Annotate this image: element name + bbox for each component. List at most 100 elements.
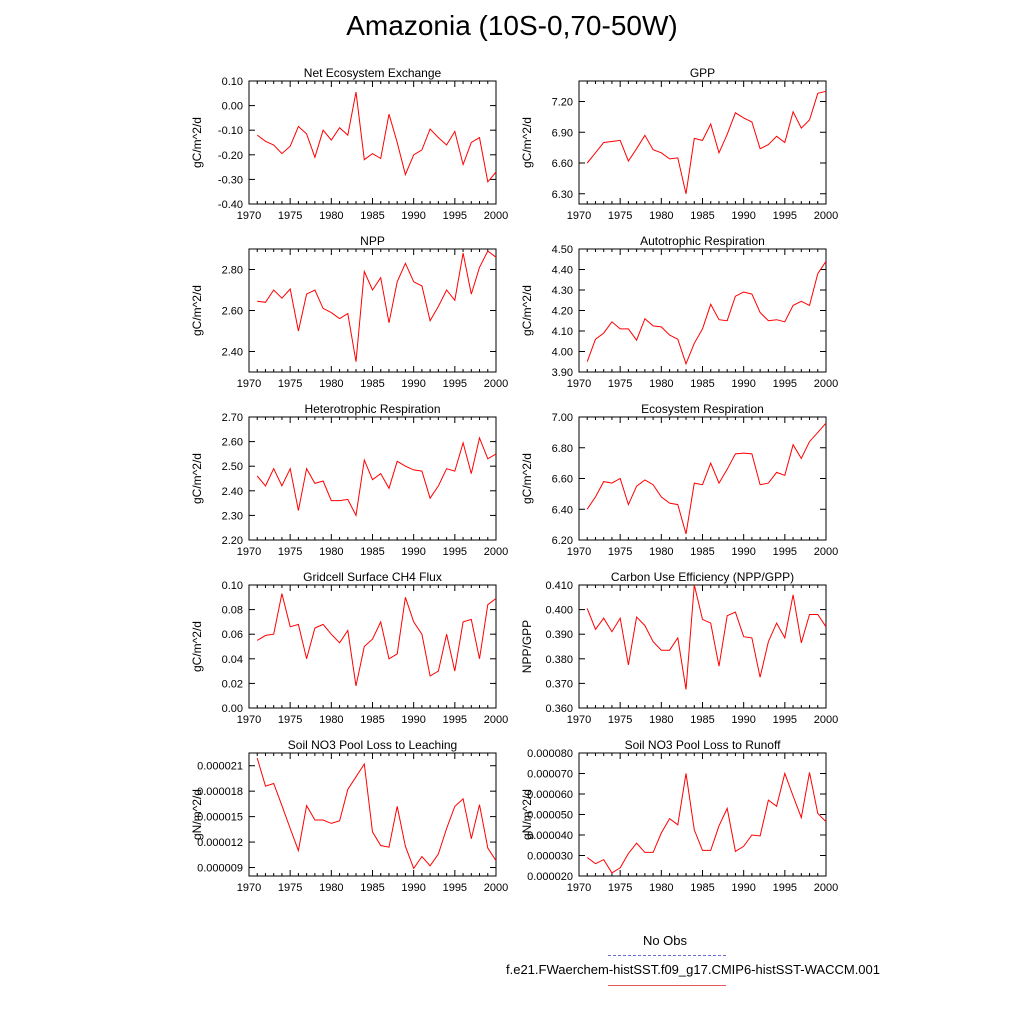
x-tick-label: 1975 [278,882,302,894]
y-axis-label: NPP/GPP [520,620,534,673]
y-tick-label: 0.00 [222,703,243,715]
x-tick-label: 1990 [401,714,425,726]
y-tick-label: 2.20 [222,535,243,547]
x-tick-label: 1995 [773,714,797,726]
y-tick-label: 7.00 [552,412,573,424]
y-tick-label: -0.40 [218,199,243,211]
y-tick-label: 4.10 [552,326,573,338]
y-tick-label: -0.20 [218,150,243,162]
x-tick-label: 1970 [567,546,591,558]
series-line [256,436,497,518]
x-tick-label: 1970 [567,378,591,390]
y-tick-label: 0.410 [545,580,573,592]
x-tick-label: 1970 [237,378,261,390]
y-tick-label: 0.000060 [527,789,573,801]
x-tick-label: 1975 [278,546,302,558]
legend-obs-swatch [608,955,726,956]
plot-frame [578,584,827,709]
x-tick-label: 2000 [814,546,838,558]
y-tick-label: 6.80 [552,443,573,455]
x-tick-label: 1975 [608,546,632,558]
x-tick-label: 1975 [278,378,302,390]
x-tick-label: 1995 [773,882,797,894]
panel-8: Carbon Use Efficiency (NPP/GPP) 0.360 0.37… [520,570,838,726]
x-tick-label: 1985 [690,546,714,558]
x-tick-label: 1985 [360,714,384,726]
x-tick-label: 1975 [278,210,302,222]
plot-frame [578,752,827,877]
y-tick-label: 0.08 [222,605,243,617]
x-tick-label: 1985 [690,714,714,726]
x-tick-label: 1970 [567,210,591,222]
y-tick-label: 2.40 [222,347,243,359]
x-tick-label: 1995 [773,546,797,558]
x-tick-label: 1995 [443,546,467,558]
series-line [586,584,827,690]
y-tick-label: 2.60 [222,437,243,449]
y-tick-label: 6.40 [552,504,573,516]
y-axis-label: gC/m^2/d [520,117,534,168]
x-tick-label: 1985 [360,378,384,390]
plot-frame [578,416,827,541]
series-line [256,593,497,687]
y-tick-label: 0.00 [222,101,243,113]
x-tick-label: 1975 [608,378,632,390]
x-tick-label: 1980 [649,378,673,390]
x-tick-label: 2000 [814,882,838,894]
x-tick-label: 2000 [814,378,838,390]
y-tick-label: 0.000030 [527,851,573,863]
y-axis-label: gN/m^2/d [190,789,204,840]
panel-9: Soil NO3 Pool Loss to Leaching 0.000009 0.… [190,738,508,894]
legend-run-swatch [608,985,726,986]
x-tick-label: 1970 [567,714,591,726]
y-tick-label: -0.10 [218,125,243,137]
y-tick-label: 2.50 [222,461,243,473]
x-tick-label: 1995 [443,378,467,390]
x-tick-label: 1995 [443,714,467,726]
plot-frame [248,752,497,877]
y-tick-label: 4.30 [552,285,573,297]
y-tick-label: 2.60 [222,306,243,318]
y-tick-label: 0.000040 [527,830,573,842]
y-tick-label: 4.20 [552,306,573,318]
panel-title: Gridcell Surface CH4 Flux [303,570,442,584]
y-tick-label: 0.04 [222,654,243,666]
x-tick-label: 1990 [731,210,755,222]
y-axis-label: gC/m^2/d [520,285,534,336]
x-tick-label: 1980 [649,714,673,726]
x-tick-label: 1980 [319,210,343,222]
y-axis-label: gC/m^2/d [190,453,204,504]
x-tick-label: 1970 [237,882,261,894]
x-tick-label: 1975 [278,714,302,726]
x-tick-label: 2000 [484,378,508,390]
plot-frame [578,248,827,373]
x-tick-label: 1980 [319,546,343,558]
plot-frame [248,248,497,373]
x-tick-label: 2000 [814,210,838,222]
x-tick-label: 1995 [443,882,467,894]
y-tick-label: 0.000009 [197,863,243,875]
y-tick-label: 0.000080 [527,748,573,760]
y-tick-label: 2.70 [222,412,243,424]
y-tick-label: 0.000050 [527,810,573,822]
x-tick-label: 1995 [443,210,467,222]
y-tick-label: 6.30 [552,189,573,201]
series-line [256,757,497,870]
y-tick-label: 6.90 [552,127,573,139]
y-tick-label: 4.00 [552,347,573,359]
series-line [256,92,497,184]
y-tick-label: 0.10 [222,76,243,88]
x-tick-label: 1975 [608,210,632,222]
y-tick-label: 2.30 [222,510,243,522]
x-tick-label: 2000 [484,546,508,558]
panel-title: GPP [690,66,715,80]
panel-title: Carbon Use Efficiency (NPP/GPP) [611,570,794,584]
y-tick-label: 0.000070 [527,769,573,781]
y-tick-label: 4.50 [552,244,573,256]
x-tick-label: 1980 [319,882,343,894]
x-tick-label: 1990 [731,546,755,558]
series-line [586,261,827,366]
y-tick-label: 6.60 [552,474,573,486]
y-axis-label: gC/m^2/d [190,117,204,168]
y-tick-label: 2.80 [222,265,243,277]
